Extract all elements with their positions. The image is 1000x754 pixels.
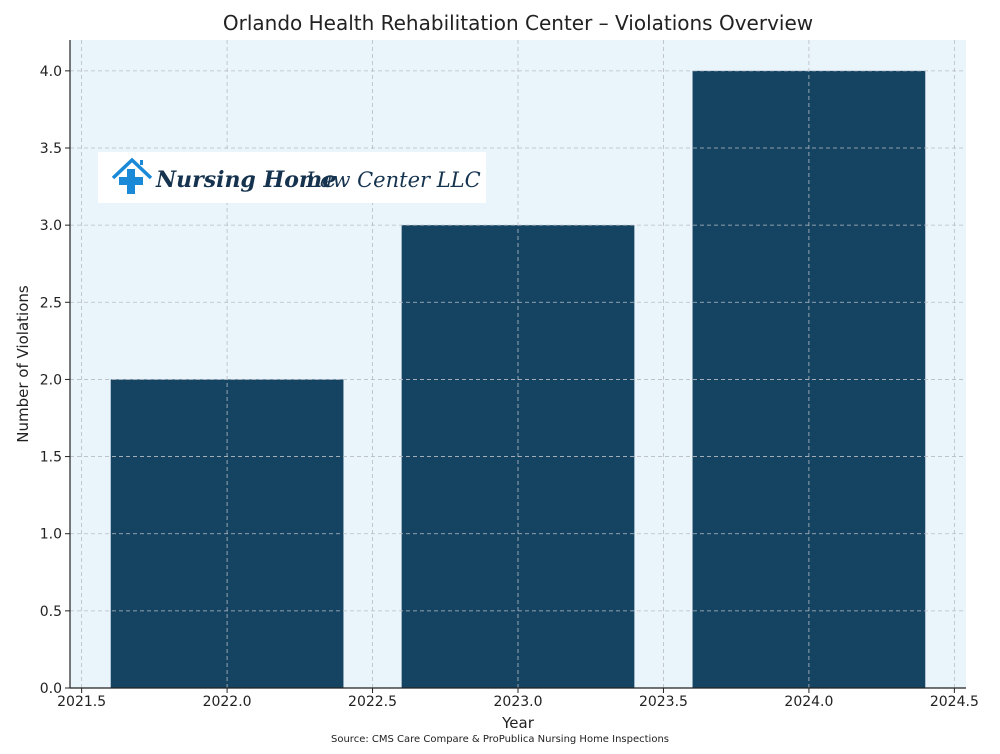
logo: Nursing Home Law Center LLC: [98, 152, 486, 203]
x-axis-label: Year: [501, 714, 535, 732]
y-axis-label: Number of Violations: [14, 285, 32, 443]
x-tick-label: 2024.0: [784, 694, 833, 710]
logo-text-regular: Law Center LLC: [305, 168, 481, 192]
grid-lines: [70, 40, 966, 689]
x-tick-label: 2022.5: [348, 694, 397, 710]
source-note: Source: CMS Care Compare & ProPublica Nu…: [331, 734, 669, 745]
y-tick-label: 2.0: [40, 372, 62, 388]
logo-text-bold: Nursing Home: [155, 167, 336, 193]
x-tick-label: 2023.0: [494, 694, 543, 710]
y-tick-label: 4.0: [40, 64, 62, 80]
axes: 2021.5 2022.0 2022.5 2023.0 2023.5 2024.0 2024…: [40, 40, 979, 710]
y-tick-label: 2.5: [40, 295, 62, 311]
y-tick-label: 3.5: [40, 141, 62, 157]
x-tick-label: 2021.5: [57, 694, 106, 710]
y-tick-label: 0.5: [40, 604, 62, 620]
house-medical-cross-icon: [111, 157, 153, 194]
x-tick-label: 2024.5: [930, 694, 979, 710]
y-tick-label: 3.0: [40, 218, 62, 234]
x-tick-label: 2023.5: [639, 694, 688, 710]
x-tick-label: 2022.0: [203, 694, 252, 710]
y-tick-label: 1.0: [40, 527, 62, 543]
y-tick-label: 1.5: [40, 450, 62, 466]
chart-title: Orlando Health Rehabilitation Center – V…: [223, 11, 813, 35]
y-tick-label: 0.0: [40, 681, 62, 697]
